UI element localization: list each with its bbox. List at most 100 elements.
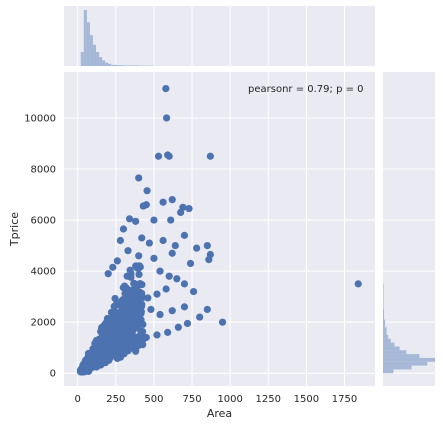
x-tick-label: 1750: [332, 394, 357, 405]
y-tick-label: 4000: [31, 267, 56, 278]
scatter-point: [119, 346, 128, 354]
right-marginal-grid: [383, 117, 435, 374]
y-tick-label: 2000: [31, 318, 56, 329]
x-axis-label: Area: [207, 407, 232, 420]
scatter-point: [168, 196, 176, 204]
scatter-point: [171, 241, 179, 250]
histogram-bar: [96, 52, 100, 66]
scatter-point: [135, 270, 143, 279]
scatter-point: [150, 216, 158, 224]
scatter-point: [115, 309, 123, 317]
scatter-point: [354, 280, 362, 288]
scatter-point: [167, 216, 175, 224]
y-tick-label: 6000: [31, 216, 56, 227]
scatter-point: [135, 308, 144, 316]
scatter-point: [113, 257, 121, 265]
x-tick-label: 750: [183, 394, 202, 405]
scatter-point: [135, 336, 143, 344]
scatter-point: [162, 285, 170, 293]
scatter-point: [128, 325, 136, 333]
scatter-point: [108, 342, 117, 350]
x-axis-ticks: 0 250 500 750 1000 1250 1500 1750: [75, 394, 358, 405]
scatter-point: [119, 296, 127, 304]
histogram-bar: [86, 22, 90, 66]
scatter-point: [107, 308, 116, 316]
histogram-bar: [383, 369, 394, 374]
scatter-point: [180, 303, 189, 311]
y-tick-label: 0: [50, 369, 56, 380]
scatter-point: [139, 293, 147, 302]
scatter-point: [203, 241, 211, 250]
scatter-point: [203, 305, 211, 314]
scatter-point: [116, 236, 125, 245]
scatter-point: [104, 354, 112, 362]
scatter-point: [137, 329, 145, 338]
scatter-point: [101, 323, 109, 331]
scatter-point: [109, 263, 117, 271]
scatter-point: [127, 341, 135, 349]
histogram-bar: [383, 338, 391, 343]
scatter-point: [189, 287, 198, 296]
scatter-point: [183, 319, 192, 328]
scatter-point: [121, 327, 129, 335]
scatter-point: [138, 300, 146, 308]
histogram-bar: [92, 44, 97, 66]
scatter-point: [156, 310, 164, 319]
scatter-point: [124, 247, 132, 255]
scatter-point: [173, 275, 181, 283]
scatter-point: [164, 328, 172, 336]
histogram-bar: [383, 334, 389, 339]
scatter-point: [156, 267, 164, 275]
scatter-point: [168, 249, 176, 257]
scatter-point: [159, 236, 167, 245]
scatter-point: [153, 331, 161, 339]
top-marginal-grid: [77, 6, 346, 66]
pearsonr-annotation: pearsonr = 0.79; p = 0: [248, 84, 364, 95]
scatter-point: [154, 152, 163, 160]
x-tick-label: 1000: [217, 394, 242, 405]
scatter-point: [180, 280, 189, 288]
scatter-point: [147, 305, 155, 314]
scatter-point: [142, 201, 150, 209]
scatter-point: [103, 345, 111, 354]
top-marginal-histogram: [80, 10, 154, 66]
scatter-point: [143, 187, 151, 195]
scatter-point: [86, 353, 94, 361]
scatter-point: [132, 262, 140, 270]
scatter-point: [135, 252, 143, 260]
scatter-point: [115, 323, 123, 331]
histogram-bar: [383, 361, 428, 366]
x-tick-label: 1500: [294, 394, 319, 405]
histogram-bar: [383, 365, 412, 370]
scatter-point: [185, 204, 193, 213]
top-marginal-panel: [64, 6, 375, 66]
scatter-point: [132, 217, 140, 225]
right-marginal-panel: [383, 72, 435, 386]
histogram-bar: [383, 327, 387, 335]
scatter-point: [132, 297, 140, 305]
histogram-bar: [383, 346, 400, 351]
scatter-point: [153, 290, 161, 298]
scatter-point: [123, 316, 131, 324]
scatter-point: [177, 208, 185, 217]
x-tick-label: 250: [106, 394, 125, 405]
y-tick-label: 8000: [31, 165, 56, 176]
scatter-point: [81, 365, 89, 374]
scatter-point: [165, 272, 173, 280]
scatter-point: [119, 225, 128, 233]
histogram-bar: [383, 342, 395, 347]
histogram-bar: [83, 10, 87, 66]
y-axis-ticks: 0 2000 4000 6000 8000 10000: [24, 113, 56, 379]
x-tick-label: 0: [75, 394, 81, 405]
scatter-point: [138, 234, 146, 242]
scatter-point: [108, 322, 116, 331]
histogram-bar: [99, 57, 103, 66]
scatter-point: [150, 254, 158, 262]
histogram-bar: [383, 350, 407, 355]
scatter-point: [126, 266, 134, 274]
histogram-bar: [105, 62, 109, 66]
x-tick-label: 500: [144, 394, 163, 405]
scatter-point: [135, 281, 143, 289]
scatter-point: [180, 231, 189, 239]
